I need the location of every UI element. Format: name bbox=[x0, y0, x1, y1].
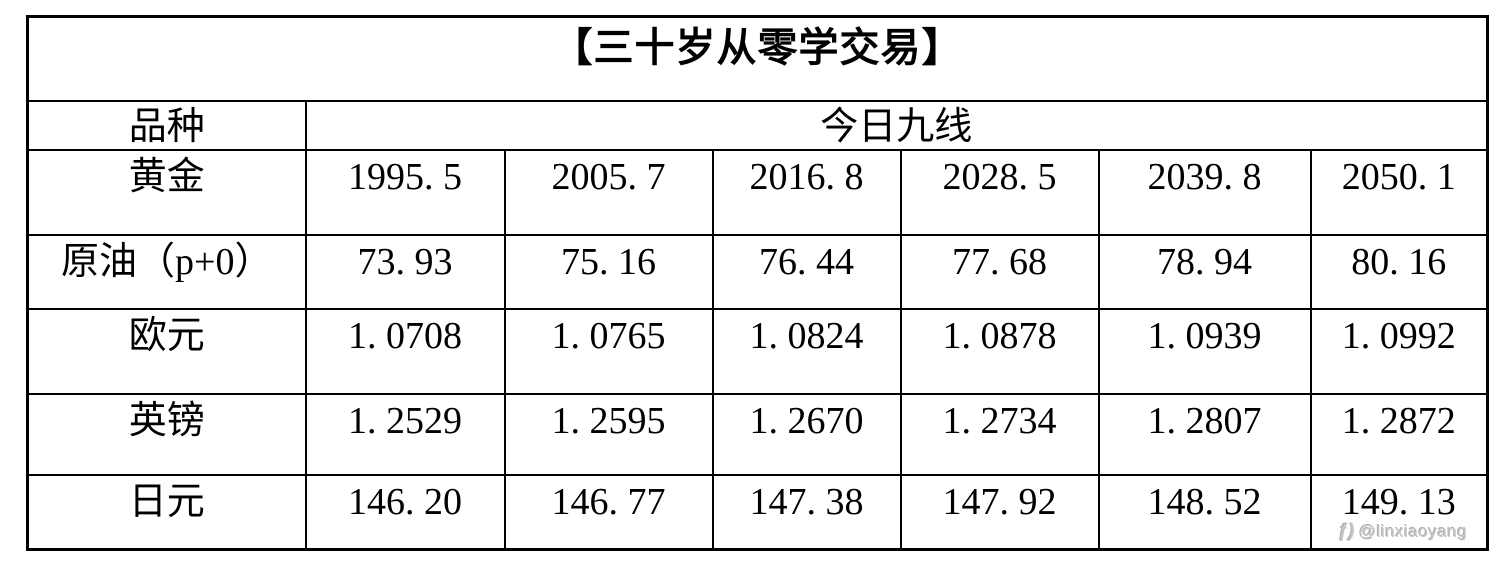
cell-gold-2: 2005. 7 bbox=[503, 149, 714, 236]
cell-gold-3: 2016. 8 bbox=[711, 149, 902, 236]
cell-euro-1: 1. 0708 bbox=[304, 308, 506, 395]
cell-yen-5: 148. 52 bbox=[1097, 474, 1312, 551]
table-row-euro: 欧元 1. 0708 1. 0765 1. 0824 1. 0878 1. 09… bbox=[26, 308, 1489, 395]
cell-oil-6: 80. 16 bbox=[1309, 234, 1489, 310]
cell-yen-1: 146. 20 bbox=[304, 474, 506, 551]
col-header-nine-lines: 今日九线 bbox=[304, 100, 1489, 151]
cell-oil-2: 75. 16 bbox=[503, 234, 714, 310]
cell-euro-6: 1. 0992 bbox=[1309, 308, 1489, 395]
cell-yen-6: 149. 13 bbox=[1309, 474, 1489, 551]
cell-gold-5: 2039. 8 bbox=[1097, 149, 1312, 236]
cell-gold-4: 2028. 5 bbox=[899, 149, 1100, 236]
cell-euro-5: 1. 0939 bbox=[1097, 308, 1312, 395]
cell-yen-2: 146. 77 bbox=[503, 474, 714, 551]
cell-yen-4: 147. 92 bbox=[899, 474, 1100, 551]
title-row: 【三十岁从零学交易】 bbox=[26, 15, 1489, 102]
page-title: 【三十岁从零学交易】 bbox=[26, 15, 1489, 102]
cell-yen-3: 147. 38 bbox=[711, 474, 902, 551]
row-label-yen: 日元 bbox=[26, 474, 307, 551]
cell-oil-1: 73. 93 bbox=[304, 234, 506, 310]
table-row-crude-oil: 原油（p+0） 73. 93 75. 16 76. 44 77. 68 78. … bbox=[26, 234, 1489, 310]
cell-pound-3: 1. 2670 bbox=[711, 393, 902, 476]
watermark-logo-icon: ƒ) bbox=[1338, 521, 1356, 541]
cell-euro-4: 1. 0878 bbox=[899, 308, 1100, 395]
table-row-gold: 黄金 1995. 5 2005. 7 2016. 8 2028. 5 2039.… bbox=[26, 149, 1489, 236]
cell-pound-4: 1. 2734 bbox=[899, 393, 1100, 476]
cell-oil-4: 77. 68 bbox=[899, 234, 1100, 310]
row-label-gold: 黄金 bbox=[26, 149, 307, 236]
table-row-yen: 日元 146. 20 146. 77 147. 38 147. 92 148. … bbox=[26, 474, 1489, 551]
watermark-handle: @linxiaoyang bbox=[1359, 522, 1468, 541]
cell-pound-5: 1. 2807 bbox=[1097, 393, 1312, 476]
cell-euro-2: 1. 0765 bbox=[503, 308, 714, 395]
header-row: 品种 今日九线 bbox=[26, 100, 1489, 151]
cell-oil-3: 76. 44 bbox=[711, 234, 902, 310]
col-header-variety: 品种 bbox=[26, 100, 307, 151]
cell-pound-6: 1. 2872 bbox=[1309, 393, 1489, 476]
cell-gold-1: 1995. 5 bbox=[304, 149, 506, 236]
cell-oil-5: 78. 94 bbox=[1097, 234, 1312, 310]
table-row-pound: 英镑 1. 2529 1. 2595 1. 2670 1. 2734 1. 28… bbox=[26, 393, 1489, 476]
row-label-crude-oil: 原油（p+0） bbox=[26, 234, 307, 310]
nine-lines-table: 【三十岁从零学交易】 品种 今日九线 黄金 1995. 5 2005. 7 20… bbox=[26, 15, 1490, 551]
watermark: ƒ) @linxiaoyang bbox=[1338, 521, 1467, 542]
cell-euro-3: 1. 0824 bbox=[711, 308, 902, 395]
cell-pound-1: 1. 2529 bbox=[304, 393, 506, 476]
cell-gold-6: 2050. 1 bbox=[1309, 149, 1489, 236]
row-label-euro: 欧元 bbox=[26, 308, 307, 395]
cell-pound-2: 1. 2595 bbox=[503, 393, 714, 476]
row-label-pound: 英镑 bbox=[26, 393, 307, 476]
